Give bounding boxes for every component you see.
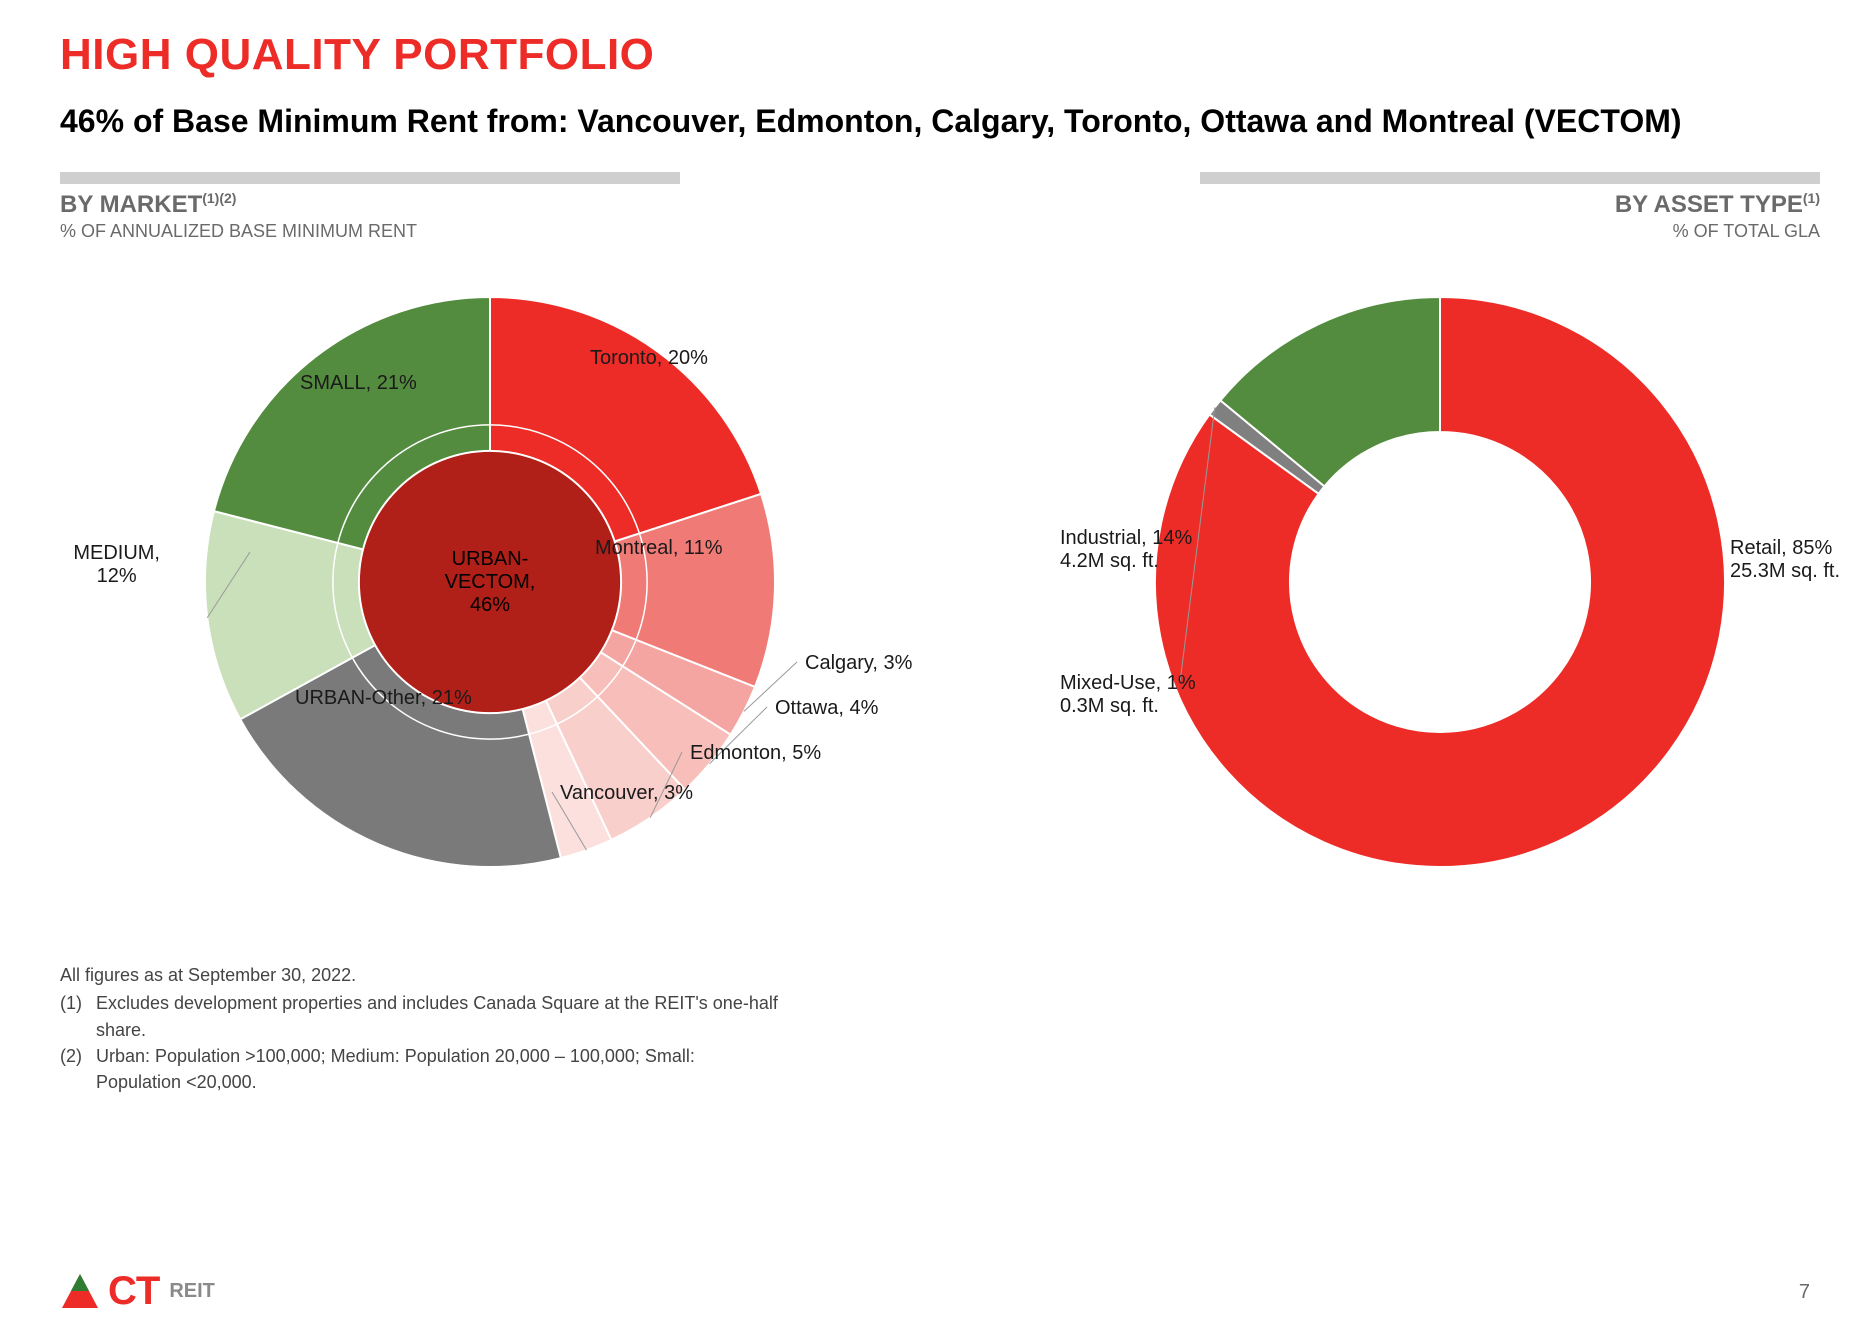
- left-chart-subheading: % OF ANNUALIZED BASE MINIMUM RENT: [60, 221, 960, 242]
- left-chart-heading-sup: (1)(2): [202, 190, 236, 206]
- right-chart-heading: BY ASSET TYPE(1): [1000, 190, 1820, 219]
- left-pie-center-label: URBAN-VECTOM,46%: [435, 548, 545, 617]
- footnote-2-text: Urban: Population >100,000; Medium: Popu…: [96, 1043, 780, 1095]
- left-chart-heading-text: BY MARKET: [60, 191, 202, 218]
- footnote-2-num: (2): [60, 1043, 96, 1095]
- footnotes: All figures as at September 30, 2022. (1…: [60, 962, 780, 1094]
- pie-slice-label: URBAN-Other, 21%: [295, 687, 472, 710]
- right-chart-column: BY ASSET TYPE(1) % OF TOTAL GLA Retail, …: [1000, 172, 1820, 942]
- triangle-icon: [60, 1272, 100, 1312]
- footnote-1-num: (1): [60, 990, 96, 1042]
- pie-slice-label: MEDIUM,12%: [73, 542, 160, 588]
- left-chart-column: BY MARKET(1)(2) % OF ANNUALIZED BASE MIN…: [60, 172, 960, 942]
- left-chart-area: URBAN-VECTOM,46% Toronto, 20% Montreal, 1…: [60, 252, 960, 942]
- footnote-2: (2) Urban: Population >100,000; Medium: …: [60, 1043, 780, 1095]
- page-number: 7: [1799, 1281, 1810, 1304]
- page-title: HIGH QUALITY PORTFOLIO: [60, 30, 1810, 80]
- pie-slice-label: Edmonton, 5%: [690, 742, 821, 765]
- right-chart-area: Retail, 85%25.3M sq. ft.Mixed-Use, 1%0.3…: [1000, 252, 1820, 942]
- pie-slice-label: Vancouver, 3%: [560, 782, 693, 805]
- right-chart-heading-text: BY ASSET TYPE: [1615, 191, 1803, 218]
- footnote-1-text: Excludes development properties and incl…: [96, 990, 780, 1042]
- footnote-asof: All figures as at September 30, 2022.: [60, 962, 780, 988]
- right-donut-svg: [1000, 252, 1820, 942]
- donut-slice-label: Retail, 85%25.3M sq. ft.: [1730, 537, 1840, 583]
- donut-slice-label: Industrial, 14%4.2M sq. ft.: [1060, 527, 1192, 573]
- right-heading-bar: [1200, 172, 1820, 184]
- pie-slice-label: Calgary, 3%: [805, 652, 912, 675]
- pie-slice-label: SMALL, 21%: [300, 372, 417, 395]
- right-chart-subheading: % OF TOTAL GLA: [1000, 221, 1820, 242]
- footnote-1: (1) Excludes development properties and …: [60, 990, 780, 1042]
- left-heading-bar: [60, 172, 680, 184]
- logo-ct-text: CT: [108, 1269, 159, 1314]
- pie-slice-label: Ottawa, 4%: [775, 697, 878, 720]
- logo: CT REIT: [60, 1269, 215, 1314]
- pie-slice-label: Toronto, 20%: [590, 347, 708, 370]
- logo-reit-text: REIT: [169, 1280, 215, 1303]
- donut-slice-label: Mixed-Use, 1%0.3M sq. ft.: [1060, 672, 1196, 718]
- left-chart-heading: BY MARKET(1)(2): [60, 190, 960, 219]
- charts-row: BY MARKET(1)(2) % OF ANNUALIZED BASE MIN…: [60, 172, 1810, 942]
- page-subtitle: 46% of Base Minimum Rent from: Vancouver…: [60, 98, 1810, 144]
- pie-slice-label: Montreal, 11%: [595, 537, 722, 560]
- right-chart-heading-sup: (1): [1803, 190, 1820, 206]
